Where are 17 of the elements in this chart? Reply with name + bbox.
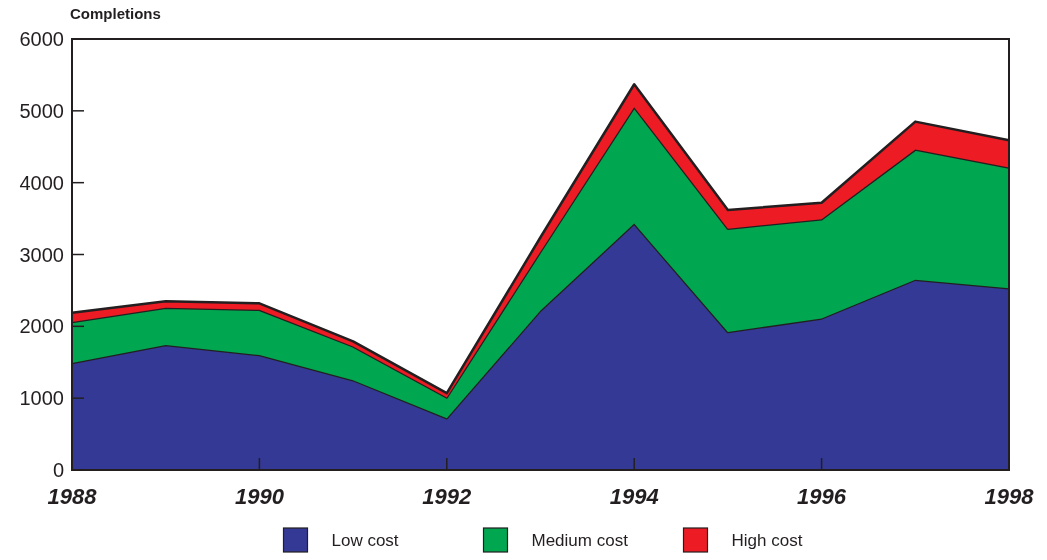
y-tick-label: 3000 bbox=[19, 243, 64, 266]
legend-label: High cost bbox=[731, 530, 803, 550]
x-tick-label: 1996 bbox=[797, 484, 847, 509]
y-tick-label: 2000 bbox=[19, 315, 64, 338]
x-tick-label: 1992 bbox=[422, 484, 473, 509]
y-axis-title: Completions bbox=[70, 5, 161, 22]
y-tick-label: 0 bbox=[52, 459, 64, 481]
y-tick-label: 6000 bbox=[19, 28, 64, 50]
legend-label: Low cost bbox=[331, 530, 399, 550]
y-tick-label: 4000 bbox=[19, 171, 64, 194]
x-tick-label: 1988 bbox=[47, 484, 98, 509]
x-tick-label: 1998 bbox=[984, 484, 1035, 509]
y-tick-label: 1000 bbox=[19, 387, 64, 410]
y-tick-label: 5000 bbox=[19, 99, 64, 122]
x-tick-label: 1990 bbox=[234, 484, 285, 509]
x-tick-label: 1994 bbox=[609, 484, 659, 509]
legend-label: Medium cost bbox=[531, 530, 629, 550]
